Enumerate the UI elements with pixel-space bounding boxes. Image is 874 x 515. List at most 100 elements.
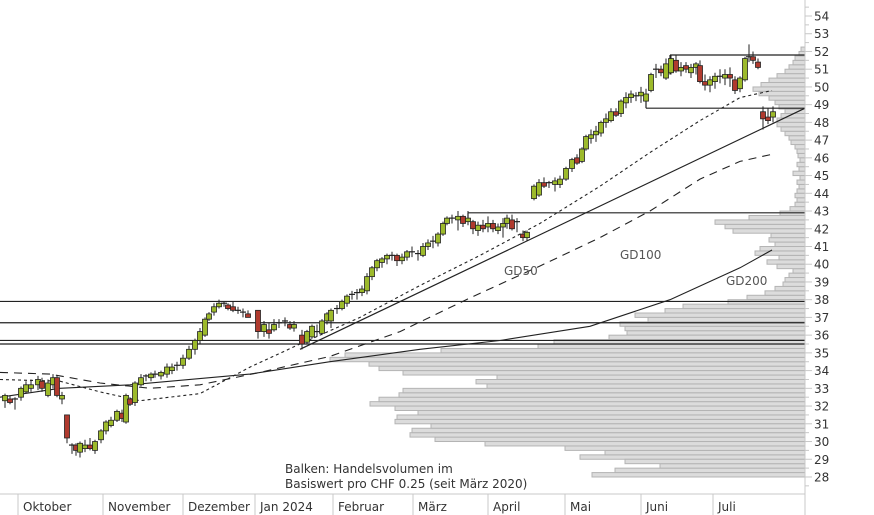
y-tick-label: 38 [814,293,829,307]
candle-body [114,410,120,421]
volume-bar [797,152,806,159]
candle-up [319,319,325,336]
volume-profile [329,46,806,478]
candle-body [465,217,471,223]
candle-body [673,59,679,72]
volume-bar [579,454,806,460]
volume-bar [796,161,806,168]
volume-bar [714,219,806,225]
volume-bar [591,472,806,478]
candle-down [314,324,320,337]
candle-up [271,319,277,332]
candle-up [143,374,149,382]
candle-down [245,310,251,318]
candle-body [524,231,530,239]
candle-body [180,357,186,366]
candle-body [552,180,558,185]
y-tick-label: 44 [814,187,829,201]
candle-body [420,246,426,256]
y-tick-label: 37 [814,311,829,325]
candle-body [28,384,34,389]
candle-up [475,221,481,236]
candle-up [12,397,18,410]
volume-bar [788,135,806,141]
candle-body [59,395,65,400]
candle-body [123,395,129,423]
candle-body [328,309,334,322]
volume-bar [537,343,806,349]
candle-up [598,120,604,137]
candle-up [465,211,471,226]
candle-up [557,175,563,188]
candle-up [648,72,654,93]
volume-bar [798,183,806,190]
candle-down [755,58,761,70]
volume-bar [776,263,806,270]
candle-down [64,414,70,444]
volume-bar [624,458,806,465]
candle-up [603,113,609,128]
candle-up [206,312,212,321]
candle-down [255,309,261,339]
candle-body [138,377,144,386]
candle-down [673,55,679,73]
candle-body [643,93,649,102]
candle-body [245,313,251,318]
y-tick-label: 46 [814,151,829,165]
volume-bar [344,352,806,358]
candle-body [54,377,60,396]
candle-body [628,93,634,98]
gd50-line [0,89,773,402]
volume-bar [604,449,806,456]
candle-body [206,313,212,320]
x-axis: Oktober November Dezember Jan 2024 Februar Mä… [0,493,806,515]
candle-up [495,223,501,235]
candle-body [186,348,192,359]
candle-body [92,441,98,451]
candle-down [221,301,227,307]
volume-bar [759,246,806,252]
candle-body [460,215,466,224]
candle-body [394,254,400,262]
candle-down [760,106,766,130]
candle-body [697,65,703,83]
candle-body [727,74,733,79]
candle-body [374,260,380,269]
volume-bar [475,378,806,385]
candle-body [588,134,594,139]
candle-up [304,329,310,345]
volume-bar [782,281,806,287]
volume-bar [798,166,806,172]
volume-bar [564,445,806,451]
candle-up [579,147,585,164]
candle-body [563,168,569,180]
volume-bar [624,325,806,332]
volume-bar [394,418,806,425]
gd100-line [0,153,773,389]
volume-bar [794,201,806,208]
candle-body [7,398,13,403]
volume-bar [398,392,806,398]
y-tick-label: 41 [814,240,829,254]
candle-up [216,299,222,309]
volume-bar [732,228,806,234]
candle-down [697,60,703,84]
candle-body [707,79,713,86]
month-label: Oktober [23,500,71,514]
candle-body [87,444,93,450]
candle-body [732,79,738,91]
candle-down [727,67,733,87]
candle-body [82,444,88,450]
candle-down [409,246,415,258]
candle-down [415,250,421,261]
candle-up [628,90,634,103]
volume-bar [796,148,806,154]
y-tick-label: 43 [814,205,829,219]
candle-down [509,214,515,231]
candle-up [425,239,431,251]
candle-body [291,324,297,329]
volume-bar [409,432,806,438]
candle-body [770,111,776,118]
candle-down [460,214,466,227]
